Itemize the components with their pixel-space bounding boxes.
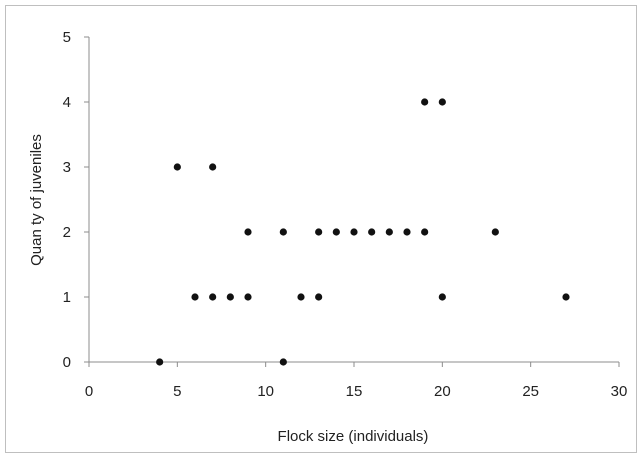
data-point — [244, 228, 252, 236]
x-tick-label: 0 — [85, 383, 93, 400]
data-point — [191, 293, 199, 301]
data-point — [385, 228, 393, 236]
y-tick-label: 3 — [63, 159, 71, 176]
data-point — [209, 163, 217, 171]
data-point — [332, 228, 340, 236]
data-point — [279, 228, 287, 236]
data-point — [226, 293, 234, 301]
data-point — [421, 228, 429, 236]
x-tick-label: 30 — [611, 383, 628, 400]
data-point — [421, 98, 429, 106]
data-point — [315, 228, 323, 236]
x-tick-label: 20 — [434, 383, 451, 400]
data-point — [403, 228, 411, 236]
data-points — [156, 98, 570, 366]
data-point — [156, 358, 164, 366]
chart-frame — [5, 5, 637, 453]
axes — [84, 36, 620, 367]
y-tick-label: 4 — [63, 94, 71, 111]
data-point — [209, 293, 217, 301]
x-tick-label: 15 — [346, 383, 363, 400]
data-point — [368, 228, 376, 236]
data-point — [438, 293, 446, 301]
y-tick-label: 2 — [63, 224, 71, 241]
data-point — [244, 293, 252, 301]
data-point — [438, 98, 446, 106]
x-axis-title: Flock size (individuals) — [278, 428, 429, 445]
data-point — [491, 228, 499, 236]
data-point — [562, 293, 570, 301]
data-point — [279, 358, 287, 366]
y-tick-label: 1 — [63, 289, 71, 306]
y-tick-label: 5 — [63, 29, 71, 46]
data-point — [315, 293, 323, 301]
y-tick-label: 0 — [63, 354, 71, 371]
data-point — [350, 228, 358, 236]
y-tick-labels: 0 1 2 3 4 5 — [63, 29, 71, 371]
x-tick-label: 10 — [257, 383, 274, 400]
data-point — [297, 293, 305, 301]
x-tick-label: 5 — [173, 383, 181, 400]
x-tick-label: 25 — [522, 383, 539, 400]
data-point — [173, 163, 181, 171]
y-axis-title: Quan ty of juveniles — [28, 134, 45, 266]
x-tick-labels: 0 5 10 15 20 25 30 — [85, 383, 628, 400]
